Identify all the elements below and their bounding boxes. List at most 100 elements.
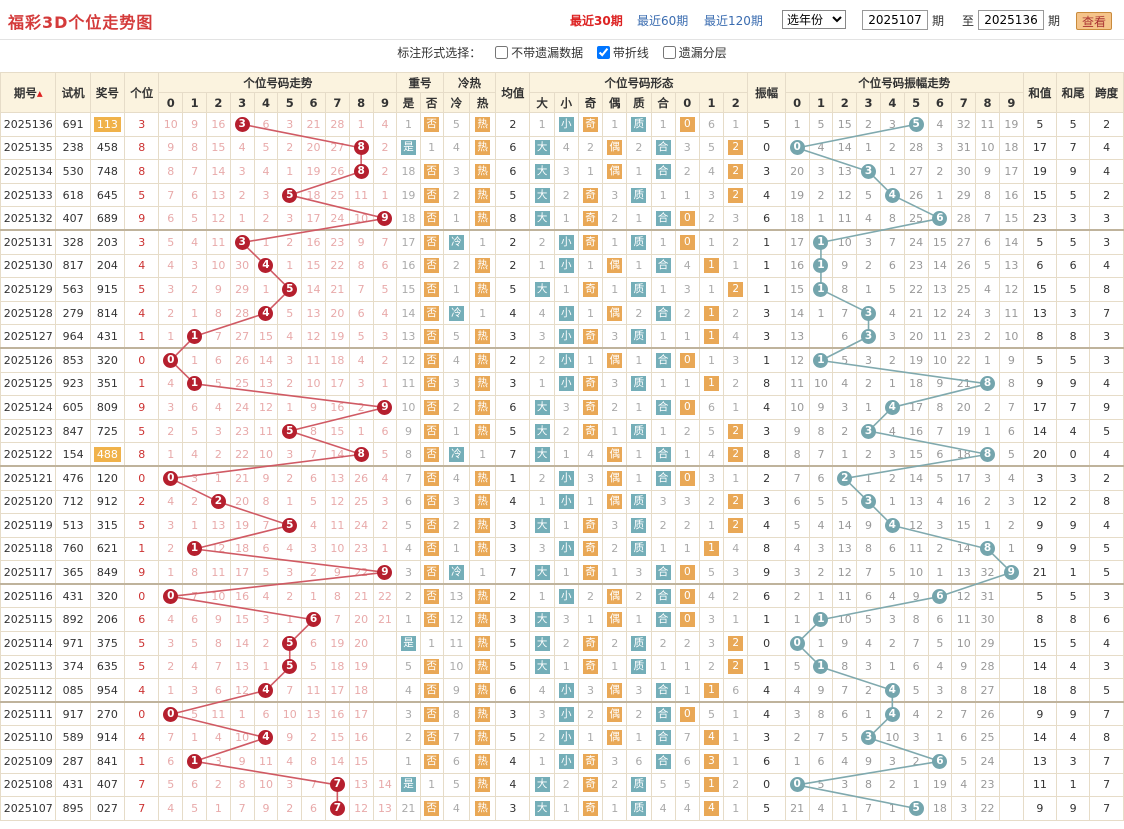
mod-miss-cell: 3 — [674, 135, 700, 161]
repeat-tag: 是 — [400, 635, 416, 651]
amp-miss-cell: 11 — [927, 324, 953, 349]
hotcold-cell: 热 — [468, 135, 497, 161]
hotcold-cell: 热 — [468, 631, 497, 656]
to-issue-input[interactable] — [978, 10, 1044, 30]
amp-miss-cell: 15 — [832, 112, 858, 137]
mod-miss-cell: 4 — [698, 159, 725, 184]
option-polyline[interactable]: 带折线 — [596, 46, 649, 60]
trend-cell: 4 — [253, 300, 279, 326]
trend-miss-cell: 14 — [324, 749, 350, 774]
prize-value: 315 — [96, 518, 118, 532]
amp-miss-cell: 7 — [975, 206, 1000, 231]
amplitude-cell: 0 — [747, 631, 786, 656]
option-layered-checkbox[interactable] — [662, 46, 676, 59]
from-issue-input[interactable] — [862, 10, 928, 30]
trend-miss-cell: 3 — [277, 560, 303, 585]
trend-miss-cell: 13 — [324, 465, 350, 491]
trend-miss-cell — [372, 678, 398, 703]
parity-cell: 奇 — [577, 749, 604, 774]
trend-miss-cell: 1 — [301, 583, 326, 609]
prime-tag: 质 — [631, 235, 647, 251]
trend-miss-cell: 4 — [158, 796, 184, 821]
prize-value: 206 — [96, 613, 118, 627]
mod-tag: 0 — [679, 612, 695, 628]
hotcold-cell: 热 — [468, 182, 497, 208]
repeat-cell: 否 — [419, 347, 444, 373]
repeat-miss-cell: 1 — [396, 749, 421, 774]
option-layered[interactable]: 遗漏分层 — [662, 46, 727, 60]
repeat-cell: 是 — [396, 631, 421, 656]
repeat-tag: 否 — [424, 517, 440, 533]
trend-digit-header: 2 — [205, 92, 231, 113]
mod-miss-cell: 2 — [723, 583, 749, 609]
amp-miss-cell: 11 — [903, 536, 929, 562]
tail-cell: 9 — [1056, 513, 1091, 538]
prime-tag: 合 — [655, 470, 671, 486]
unit-cell: 4 — [124, 253, 160, 279]
prime-tag: 合 — [655, 305, 671, 321]
trend-cell: 5 — [277, 418, 303, 444]
trend-miss-cell: 4 — [253, 583, 279, 609]
trend-miss-cell: 10 — [348, 206, 374, 231]
parity-cell: 偶 — [602, 135, 628, 161]
size-tag: 大 — [534, 446, 550, 462]
repeat-tag: 否 — [424, 682, 440, 698]
repeat-miss-cell: 2 — [396, 725, 421, 751]
trend-miss-cell: 16 — [324, 701, 350, 727]
amp-miss-cell: 1 — [808, 631, 834, 656]
repeat-miss-cell: 1 — [396, 607, 421, 633]
amp-miss-cell: 4 — [998, 465, 1024, 491]
repeat-miss-cell: 13 — [396, 324, 421, 349]
period-link-60[interactable]: 最近60期 — [637, 14, 689, 28]
trend-miss-cell: 11 — [301, 347, 326, 373]
option-polyline-checkbox[interactable] — [596, 46, 610, 59]
display-options: 标注形式选择： 不带遗漏数据 带折线 遗漏分层 — [0, 44, 1124, 66]
amp-miss-cell: 6 — [808, 749, 834, 774]
option-no-miss-checkbox[interactable] — [495, 46, 509, 59]
amplitude-cell: 3 — [747, 725, 786, 751]
parity-tag: 偶 — [607, 305, 623, 321]
repeat-tag: 否 — [424, 753, 440, 769]
trend-miss-cell: 12 — [253, 395, 279, 420]
option-no-miss[interactable]: 不带遗漏数据 — [495, 46, 583, 60]
period-link-30[interactable]: 最近30期 — [570, 14, 623, 28]
tail-cell: 3 — [1056, 300, 1091, 326]
trend-miss-cell: 9 — [158, 135, 184, 161]
mod-miss-cell: 2 — [723, 371, 749, 397]
mean-cell: 2 — [495, 229, 531, 255]
amp-ball: 3 — [861, 328, 877, 344]
amp-miss-cell: 2 — [856, 112, 881, 137]
query-button[interactable]: 查看 — [1076, 12, 1112, 30]
amp-ball: 4 — [884, 187, 900, 203]
amp-miss-cell: 18 — [927, 796, 953, 821]
col-issue[interactable]: 期号▴ — [0, 72, 57, 113]
span-cell: 5 — [1089, 678, 1124, 703]
trend-miss-cell: 4 — [301, 513, 326, 538]
amp-digit-header: 0 — [784, 92, 810, 113]
mod-cell: 1 — [698, 678, 725, 703]
mod-miss-cell: 1 — [723, 607, 749, 633]
mod-miss-cell: 4 — [674, 253, 700, 279]
trial-cell: 964 — [55, 324, 91, 349]
amp-miss-cell: 9 — [832, 631, 858, 656]
parity-cell: 偶 — [602, 253, 628, 279]
amp-miss-cell: 7 — [808, 725, 834, 751]
trend-miss-cell: 11 — [348, 182, 374, 208]
sum-cell: 9 — [1022, 796, 1058, 821]
mod-miss-cell: 1 — [723, 725, 749, 751]
year-select[interactable]: 选年份 — [782, 10, 846, 29]
parity-tag: 偶 — [607, 706, 623, 722]
parity-tag: 奇 — [582, 328, 598, 344]
sort-icon[interactable]: ▴ — [36, 85, 43, 100]
trend-miss-cell: 10 — [253, 772, 279, 798]
table-row: 2025126 853 320 0 0 1 6 26 14 3 11 18 4 2 12 否 4 热 2 2 小 1 偶 1 合… — [0, 347, 1124, 373]
amplitude-cell: 9 — [747, 560, 786, 585]
size-tag: 大 — [534, 423, 550, 439]
amp-miss-cell: 7 — [998, 395, 1024, 420]
prime-miss-cell: 5 — [650, 772, 676, 798]
trend-miss-cell: 8 — [301, 418, 326, 444]
period-link-120[interactable]: 最近120期 — [704, 14, 763, 28]
span-cell: 9 — [1089, 395, 1124, 420]
prime-tag: 质 — [631, 777, 647, 793]
prize-cell: 203 — [89, 229, 126, 255]
